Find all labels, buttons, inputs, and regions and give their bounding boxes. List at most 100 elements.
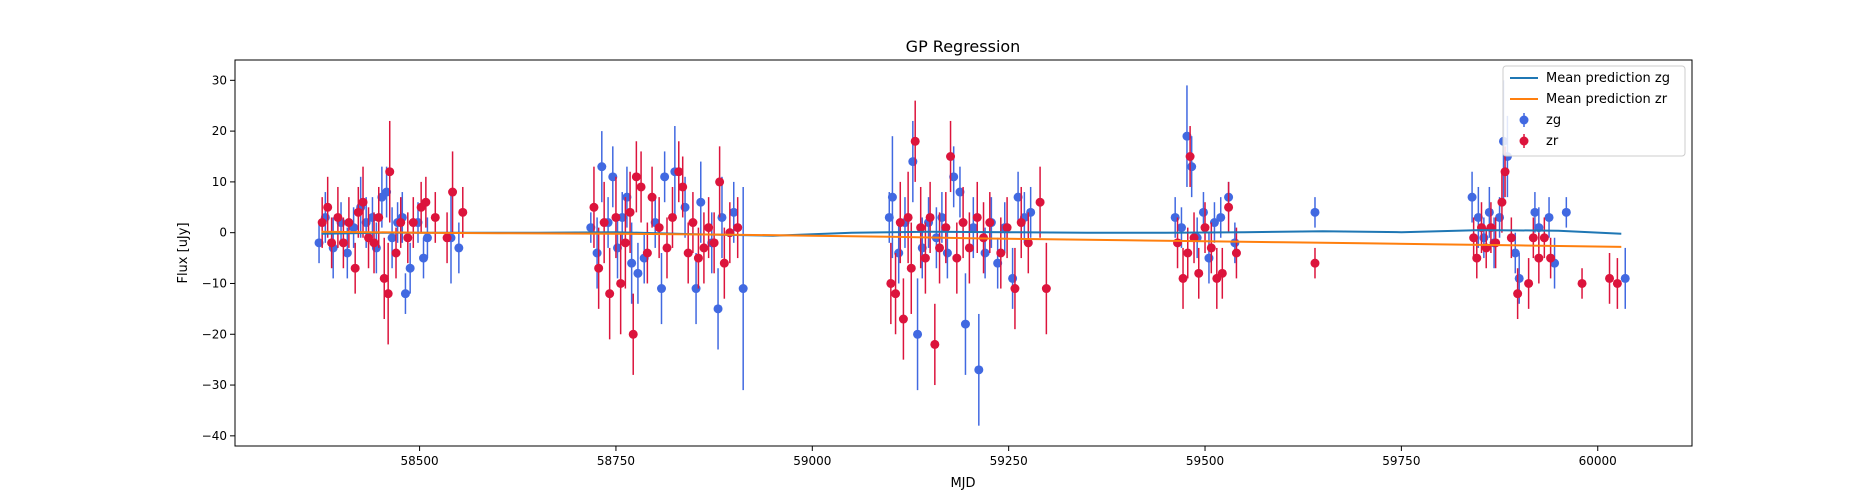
data-point-zr [925,212,935,222]
data-point-zg [1187,162,1197,172]
data-point-zg [884,212,894,222]
plot-area [314,80,1630,426]
data-point-zr [1041,284,1051,294]
data-point-zg [1473,212,1483,222]
y-axis-label: Flux [uJy] [176,222,191,283]
data-point-zg [586,223,596,233]
data-point-zr [353,207,363,217]
y-tick-label: −40 [202,429,227,443]
data-point-zr [1231,248,1241,258]
data-point-zr [594,263,604,273]
data-point-zg [1209,218,1219,228]
data-point-zg [1170,212,1180,222]
data-point-zr [935,243,945,253]
x-tick-label: 58750 [597,454,635,468]
data-point-zr [941,223,951,233]
y-tick-label: 20 [212,124,227,138]
data-point-zr [599,218,609,228]
data-point-zg [1176,223,1186,233]
data-point-zr [338,238,348,248]
legend-swatch-zg-marker [1519,115,1529,125]
data-point-zg [913,329,923,339]
data-point-zr [678,182,688,192]
data-point-zr [952,253,962,263]
data-point-zr [317,218,327,228]
data-point-zg [387,233,397,243]
data-point-zr [733,223,743,233]
data-point-zg [1544,212,1554,222]
data-point-zr [715,177,725,187]
y-tick-label: −10 [202,276,227,290]
data-point-zg [1510,248,1520,258]
legend-label-zr-line: Mean prediction zr [1546,92,1668,107]
data-point-zg [1204,253,1214,263]
legend: Mean prediction zg Mean prediction zr zg… [1502,65,1686,157]
data-point-zr [1217,268,1227,278]
data-point-zr [886,278,896,288]
data-point-zg [717,212,727,222]
data-point-zg [608,172,618,182]
data-point-zg [738,284,748,294]
data-point-zr [327,238,337,248]
data-point-zg [887,192,897,202]
data-point-zg [960,319,970,329]
data-point-zr [1506,233,1516,243]
data-point-zg [419,253,429,263]
data-point-zr [985,218,995,228]
x-tick-label: 58500 [400,454,438,468]
data-point-zr [358,197,368,207]
data-point-zg [980,248,990,258]
data-point-zr [1173,238,1183,248]
data-point-zg [993,258,1003,268]
data-point-zr [693,253,703,263]
data-point-zr [654,223,664,233]
data-point-zg [405,263,415,273]
data-point-zg [1620,273,1630,283]
data-point-zg [400,289,410,299]
data-point-zg [633,268,643,278]
data-point-zr [1605,273,1615,283]
data-point-zr [628,329,638,339]
data-point-zr [1513,289,1523,299]
y-tick-label: 30 [212,73,227,87]
data-point-zg [617,212,627,222]
series-zr [317,100,1622,386]
data-point-zr [903,212,913,222]
data-point-zr [683,248,693,258]
data-point-zg [713,304,723,314]
legend-label-zg-line: Mean prediction zg [1546,71,1670,86]
data-point-zg [680,202,690,212]
y-tick-label: 10 [212,175,227,189]
data-point-zr [1224,202,1234,212]
legend-box [1502,65,1686,157]
data-point-zr [930,339,940,349]
data-point-zr [408,218,418,228]
data-point-zr [620,238,630,248]
x-tick-label: 59500 [1186,454,1224,468]
data-point-zg [342,248,352,258]
x-axis-label: MJD [950,476,975,491]
data-point-zg [1026,207,1036,217]
data-point-zr [1010,284,1020,294]
data-point-zr [946,152,956,161]
data-point-zr [1469,233,1479,243]
data-point-zr [1200,223,1210,233]
data-point-zr [1016,218,1026,228]
data-point-zg [1530,207,1540,217]
data-point-zr [430,212,440,222]
data-point-zr [699,243,709,253]
data-point-zr [719,258,729,268]
chart-title: GP Regression [906,37,1021,56]
data-point-zr [1546,253,1556,263]
data-point-zr [964,243,974,253]
data-point-zr [1206,243,1216,253]
data-point-zr [605,289,615,299]
data-point-zr [906,263,916,273]
data-point-zg [1230,238,1240,248]
data-point-zr [642,248,652,258]
data-point-zr [1194,268,1204,278]
data-point-zr [996,248,1006,258]
data-point-zg [1008,273,1018,283]
